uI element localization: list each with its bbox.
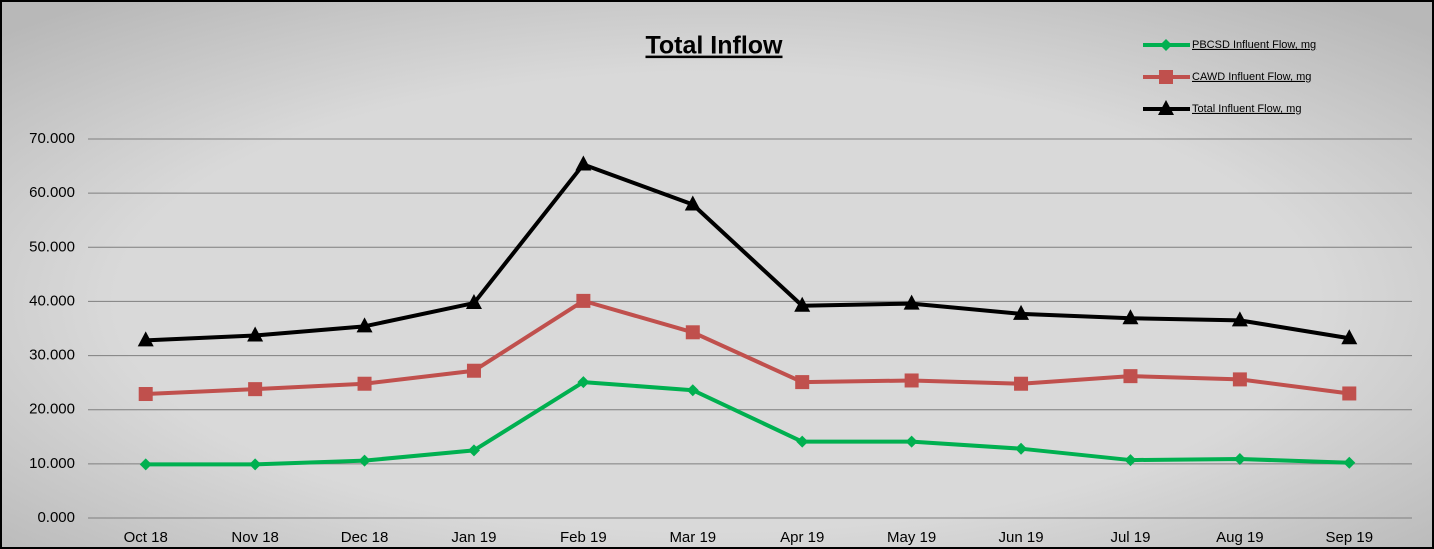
y-tick-label: 60.000 xyxy=(29,184,75,201)
marker xyxy=(248,382,263,397)
marker xyxy=(138,387,153,402)
marker xyxy=(684,195,701,211)
marker xyxy=(357,376,372,391)
marker xyxy=(796,435,809,448)
marker xyxy=(685,325,700,340)
x-tick-label: Aug 19 xyxy=(1216,529,1264,546)
marker xyxy=(139,458,152,471)
marker xyxy=(903,294,920,310)
x-tick-label: Jun 19 xyxy=(999,529,1044,546)
marker xyxy=(1341,329,1358,345)
marker xyxy=(1122,309,1139,325)
marker xyxy=(467,444,480,457)
y-tick-label: 40.000 xyxy=(29,292,75,309)
marker xyxy=(686,384,699,397)
marker xyxy=(904,373,919,388)
y-tick-label: 20.000 xyxy=(29,401,75,418)
marker xyxy=(576,293,591,308)
marker xyxy=(1232,372,1247,387)
marker xyxy=(1343,456,1356,469)
marker xyxy=(905,435,918,448)
marker xyxy=(137,331,154,347)
marker xyxy=(575,155,592,171)
x-tick-label: Jul 19 xyxy=(1110,529,1150,546)
legend-label: Total Influent Flow, mg xyxy=(1192,103,1301,115)
marker xyxy=(794,296,811,312)
legend-marker xyxy=(1160,39,1172,51)
marker xyxy=(356,317,373,333)
y-tick-label: 0.000 xyxy=(37,509,75,526)
marker xyxy=(1231,311,1248,327)
series-line xyxy=(145,380,1350,467)
y-tick-label: 50.000 xyxy=(29,238,75,255)
x-tick-label: Sep 19 xyxy=(1326,529,1374,546)
marker xyxy=(1013,304,1030,320)
series-line xyxy=(145,162,1350,343)
marker xyxy=(1015,442,1028,455)
x-tick-label: Oct 18 xyxy=(124,529,168,546)
marker xyxy=(1014,376,1029,391)
series-line xyxy=(145,298,1350,397)
marker xyxy=(1124,454,1137,467)
x-tick-label: Apr 19 xyxy=(780,529,824,546)
x-tick-label: Feb 19 xyxy=(560,529,607,546)
legend-label: CAWD Influent Flow, mg xyxy=(1192,71,1311,83)
marker xyxy=(1342,386,1357,401)
x-tick-label: May 19 xyxy=(887,529,936,546)
x-tick-label: Jan 19 xyxy=(451,529,496,546)
x-tick-label: Nov 18 xyxy=(231,529,279,546)
marker xyxy=(1233,452,1246,465)
marker xyxy=(465,294,482,310)
marker xyxy=(358,454,371,467)
legend-label: PBCSD Influent Flow, mg xyxy=(1192,39,1316,51)
legend-marker xyxy=(1159,70,1173,84)
y-tick-label: 70.000 xyxy=(29,130,75,147)
legend-marker xyxy=(1158,100,1174,115)
marker xyxy=(247,326,264,342)
y-tick-label: 30.000 xyxy=(29,347,75,364)
y-tick-label: 10.000 xyxy=(29,455,75,472)
marker xyxy=(795,375,810,390)
marker xyxy=(466,363,481,378)
x-tick-label: Mar 19 xyxy=(669,529,716,546)
marker xyxy=(249,458,262,471)
x-tick-label: Dec 18 xyxy=(341,529,389,546)
marker xyxy=(577,376,590,389)
chart-title: Total Inflow xyxy=(645,32,783,60)
marker xyxy=(1123,369,1138,384)
